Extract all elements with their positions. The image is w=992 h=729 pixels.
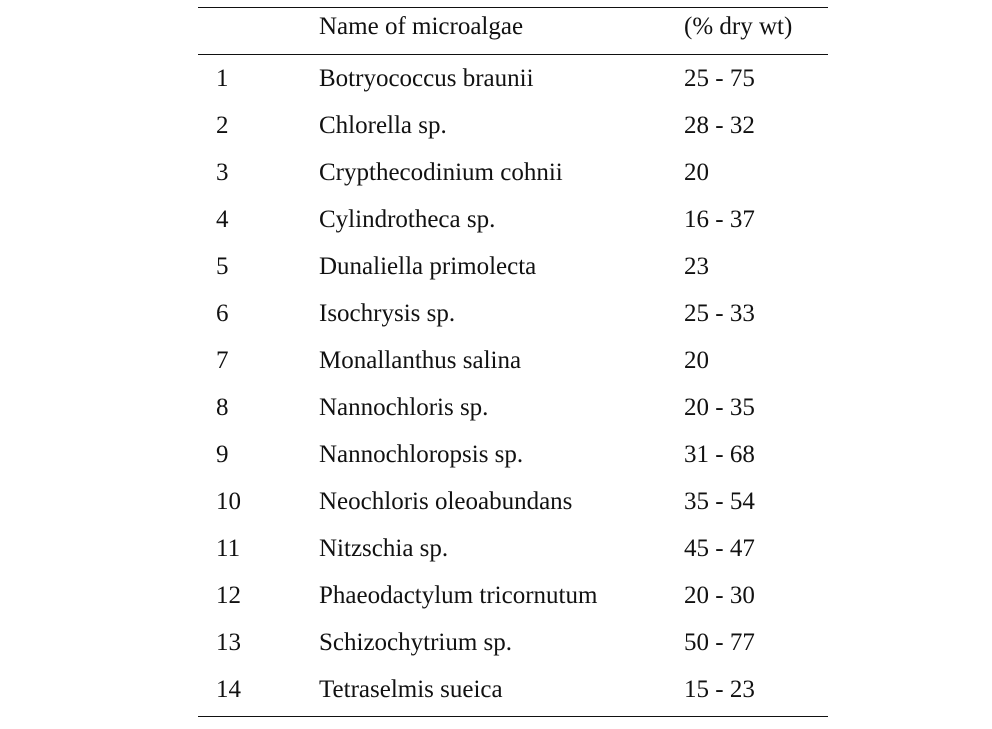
row-name: Neochloris oleoabundans — [319, 488, 573, 515]
row-value: 31 - 68 — [684, 441, 755, 468]
row-name: Chlorella sp. — [319, 112, 447, 139]
table-body: 1 Botryococcus braunii 25 - 75 2 Chlorel… — [198, 55, 828, 716]
table-row: 12 Phaeodactylum tricornutum 20 - 30 — [198, 572, 828, 619]
row-name: Isochrysis sp. — [319, 300, 456, 327]
row-value: 50 - 77 — [684, 629, 755, 656]
table-row: 4 Cylindrotheca sp. 16 - 37 — [198, 196, 828, 243]
table-row: 13 Schizochytrium sp. 50 - 77 — [198, 619, 828, 666]
row-name: Schizochytrium sp. — [319, 629, 513, 656]
row-value: 16 - 37 — [684, 206, 755, 233]
row-value: 45 - 47 — [684, 535, 755, 562]
row-name: Phaeodactylum tricornutum — [319, 582, 598, 609]
header-name-cell: Name of microalgae — [319, 13, 524, 40]
table-top-rule — [198, 7, 828, 8]
row-number: 5 — [216, 253, 229, 280]
row-number: 7 — [216, 347, 229, 374]
row-value: 20 - 30 — [684, 582, 755, 609]
row-name: Crypthecodinium cohnii — [319, 159, 563, 186]
table-row: 11 Nitzschia sp. 45 - 47 — [198, 525, 828, 572]
table-bottom-rule — [198, 716, 828, 717]
table-row: 3 Crypthecodinium cohnii 20 — [198, 149, 828, 196]
table-row: 9 Nannochloropsis sp. 31 - 68 — [198, 431, 828, 478]
row-value: 25 - 75 — [684, 65, 755, 92]
row-value: 35 - 54 — [684, 488, 755, 515]
row-value: 20 - 35 — [684, 394, 755, 421]
table-row: 14 Tetraselmis sueica 15 - 23 — [198, 666, 828, 713]
row-name: Cylindrotheca sp. — [319, 206, 496, 233]
row-number: 13 — [216, 629, 241, 656]
row-number: 11 — [216, 535, 241, 562]
row-name: Monallanthus salina — [319, 347, 522, 374]
row-name: Nannochloris sp. — [319, 394, 489, 421]
table-row: 6 Isochrysis sp. 25 - 33 — [198, 290, 828, 337]
row-value: 25 - 33 — [684, 300, 755, 327]
row-number: 2 — [216, 112, 229, 139]
row-number: 1 — [216, 65, 229, 92]
row-number: 14 — [216, 676, 241, 703]
row-name: Dunaliella primolecta — [319, 253, 537, 280]
table-header-rule — [198, 54, 828, 55]
table-row: 10 Neochloris oleoabundans 35 - 54 — [198, 478, 828, 525]
row-number: 3 — [216, 159, 229, 186]
table-row: 8 Nannochloris sp. 20 - 35 — [198, 384, 828, 431]
row-number: 8 — [216, 394, 229, 421]
row-name: Nannochloropsis sp. — [319, 441, 524, 468]
table-row: 1 Botryococcus braunii 25 - 75 — [198, 55, 828, 102]
row-number: 12 — [216, 582, 241, 609]
row-value: 15 - 23 — [684, 676, 755, 703]
table-row: 7 Monallanthus salina 20 — [198, 337, 828, 384]
row-number: 6 — [216, 300, 229, 327]
row-number: 10 — [216, 488, 241, 515]
table-row: 5 Dunaliella primolecta 23 — [198, 243, 828, 290]
row-number: 4 — [216, 206, 229, 233]
header-value-cell: (% dry wt) — [684, 13, 793, 40]
row-name: Nitzschia sp. — [319, 535, 449, 562]
row-value: 23 — [684, 253, 709, 280]
row-value: 20 — [684, 159, 709, 186]
row-value: 28 - 32 — [684, 112, 755, 139]
row-number: 9 — [216, 441, 229, 468]
table-header-row: Name of microalgae (% dry wt) — [198, 8, 828, 54]
microalgae-oil-content-table: Name of microalgae (% dry wt) 1 Botryoco… — [198, 7, 828, 717]
table-row: 2 Chlorella sp. 28 - 32 — [198, 102, 828, 149]
row-name: Botryococcus braunii — [319, 65, 534, 92]
row-name: Tetraselmis sueica — [319, 676, 503, 703]
row-value: 20 — [684, 347, 709, 374]
